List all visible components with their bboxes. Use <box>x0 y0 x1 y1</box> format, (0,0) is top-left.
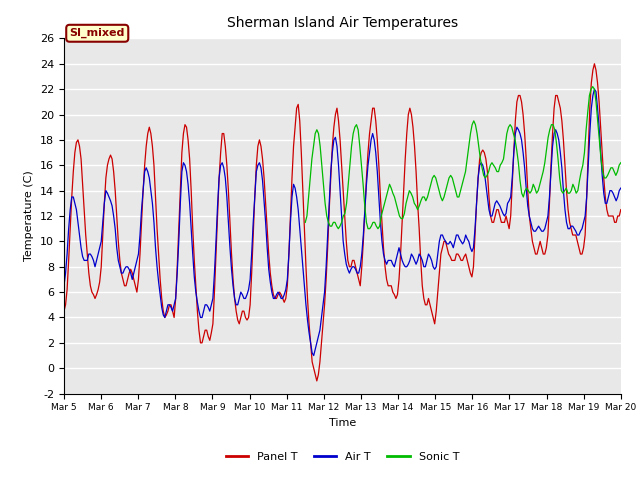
Y-axis label: Temperature (C): Temperature (C) <box>24 170 35 262</box>
Sonic T <box>301 219 309 225</box>
Panel T <box>129 270 136 276</box>
Sonic T <box>341 211 349 216</box>
Panel T <box>244 314 252 320</box>
Line: Panel T: Panel T <box>64 64 621 381</box>
Sonic T <box>617 160 625 166</box>
Sonic T <box>483 172 491 178</box>
Panel T <box>303 296 311 301</box>
Panel T <box>60 308 68 314</box>
Air T <box>254 162 262 168</box>
Air T <box>60 283 68 288</box>
Line: Sonic T: Sonic T <box>305 86 621 228</box>
Sonic T <box>335 226 342 231</box>
Sonic T <box>430 172 438 178</box>
Line: Air T: Air T <box>64 89 621 356</box>
Panel T <box>254 144 262 149</box>
Air T <box>129 276 136 282</box>
Air T <box>591 86 598 92</box>
Air T <box>588 105 595 111</box>
Panel T <box>313 378 321 384</box>
Legend: Panel T, Air T, Sonic T: Panel T, Air T, Sonic T <box>221 447 463 466</box>
Title: Sherman Island Air Temperatures: Sherman Island Air Temperatures <box>227 16 458 30</box>
Air T <box>226 245 234 251</box>
Sonic T <box>433 181 441 187</box>
Panel T <box>617 207 625 213</box>
Air T <box>303 317 311 323</box>
Panel T <box>591 61 598 67</box>
Air T <box>310 353 317 359</box>
Panel T <box>226 219 234 225</box>
Panel T <box>588 80 595 85</box>
X-axis label: Time: Time <box>329 418 356 428</box>
Air T <box>617 185 625 191</box>
Sonic T <box>589 84 596 89</box>
Air T <box>244 287 252 292</box>
Text: SI_mixed: SI_mixed <box>70 28 125 38</box>
Sonic T <box>461 169 469 175</box>
Sonic T <box>501 144 509 149</box>
